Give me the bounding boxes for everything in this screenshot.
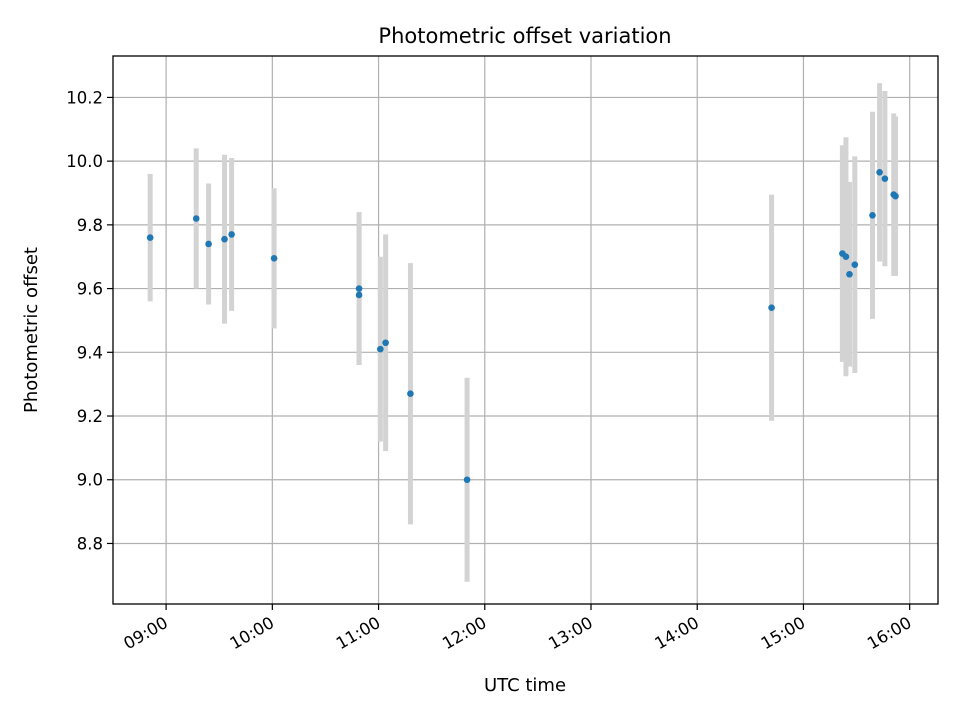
data-point [377, 345, 384, 353]
data-point [146, 234, 154, 241]
grid [113, 56, 938, 604]
data-point [407, 390, 414, 398]
y-tick-label: 8.8 [77, 534, 103, 553]
data-point [851, 261, 859, 268]
data-point [869, 212, 876, 219]
data-point [463, 476, 471, 484]
data-point [842, 253, 850, 261]
data-point [892, 192, 899, 200]
data-point [192, 215, 200, 222]
y-tick-label: 9.0 [77, 471, 103, 490]
y-tick-label: 9.2 [77, 407, 103, 426]
data-point [355, 291, 363, 299]
y-tick-label: 10.2 [66, 88, 103, 107]
data-point [876, 168, 883, 176]
data-point [846, 270, 853, 278]
plot-frame [112, 55, 939, 605]
y-tick-label: 10.0 [66, 152, 103, 171]
y-tick-label: 9.4 [77, 343, 103, 362]
y-tick-label: 9.8 [77, 216, 103, 235]
data-point [768, 304, 775, 311]
x-axis-label: UTC time [484, 675, 566, 696]
data-point [270, 255, 278, 262]
data-point [382, 339, 389, 347]
chart-title: Photometric offset variation [378, 24, 671, 48]
data-point [221, 235, 228, 243]
y-tick-label: 9.6 [77, 280, 103, 299]
data-point [228, 231, 235, 238]
data-points [146, 168, 899, 484]
y-axis-label: Photometric offset [21, 247, 42, 413]
data-point [355, 285, 363, 292]
data-point [881, 175, 889, 182]
data-point [205, 240, 212, 248]
